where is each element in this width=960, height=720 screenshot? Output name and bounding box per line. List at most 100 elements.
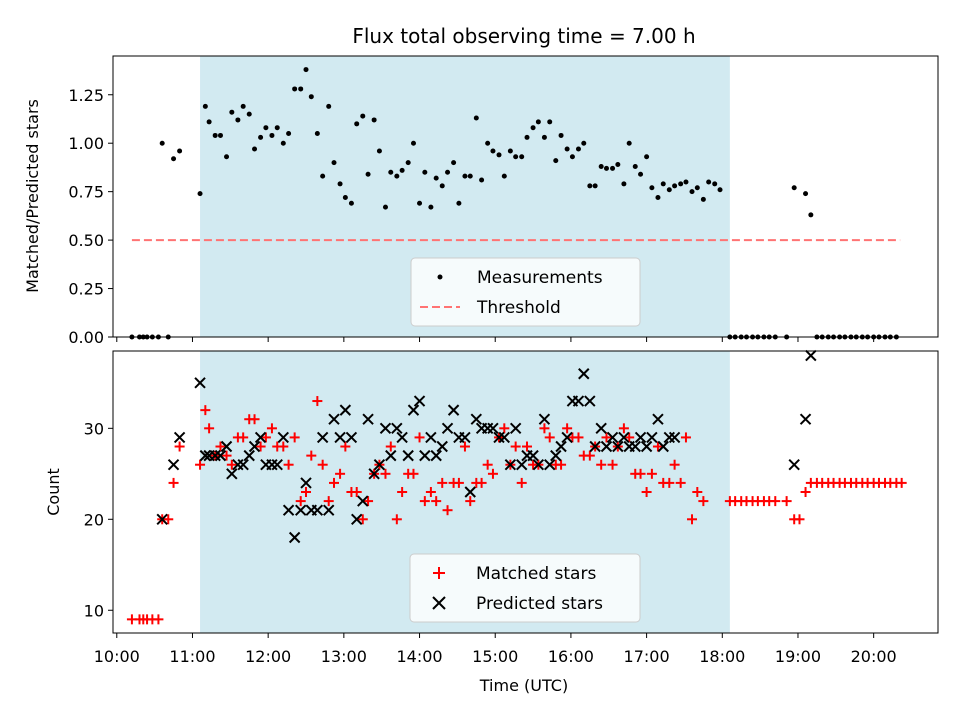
matched-star-point [385, 441, 396, 452]
predicted-star-point [316, 431, 329, 444]
xtick-label: 20:00 [851, 647, 897, 666]
predicted-star-point [629, 440, 641, 453]
bottom-ytick-label: 10 [84, 601, 104, 620]
matched-star-point [459, 441, 470, 452]
measurement-point [314, 131, 320, 137]
matched-star-point [329, 477, 340, 488]
predicted-star-point [584, 395, 596, 407]
top-ytick-label: 1.00 [68, 134, 104, 153]
matched-star-point [335, 468, 346, 479]
predicted-star-point [357, 495, 369, 507]
measurement-point [456, 200, 462, 206]
bottom-ytick-label: 30 [84, 419, 104, 438]
measurement-point [603, 165, 609, 171]
matched-star-point [351, 487, 362, 497]
predicted-star-point [652, 413, 664, 425]
predicted-star-point [504, 459, 517, 471]
matched-star-point [255, 441, 266, 452]
measurement-point [235, 117, 241, 123]
bottom-plot-frame [112, 350, 939, 634]
matched-star-point [641, 487, 652, 497]
top-legend: Measurements Threshold [410, 257, 641, 327]
matched-star-point [215, 441, 226, 452]
predicted-star-point [345, 431, 358, 444]
measurement-point [507, 148, 513, 154]
predicted-star-point [362, 413, 374, 425]
top-y-axis-label: Matched/Predicted stars [23, 99, 42, 293]
matched-star-point [664, 477, 675, 488]
predicted-star-point [167, 459, 180, 471]
matched-star-point [226, 459, 237, 470]
predicted-star-point [282, 504, 295, 516]
matched-star-point [556, 459, 567, 470]
predicted-star-point [419, 449, 431, 462]
predicted-star-point [538, 413, 551, 425]
predicted-star-point [156, 513, 168, 525]
predicted-star-point [430, 449, 442, 462]
matched-star-point [306, 450, 317, 461]
predicted-star-point [527, 449, 539, 462]
measurement-point [485, 140, 491, 146]
predicted-star-point [413, 395, 426, 407]
measurement-point [382, 204, 388, 210]
measurement-point [348, 200, 354, 206]
measurement-point [592, 183, 598, 189]
matched-star-point [200, 405, 211, 416]
predicted-star-point [402, 449, 414, 462]
matched-star-point [289, 432, 300, 443]
measurement-point [354, 121, 360, 127]
measurement-point [197, 191, 203, 197]
predicted-star-point [328, 413, 340, 425]
measurement-point [632, 163, 638, 169]
matched-star-point [437, 477, 448, 488]
xtick-label: 12:00 [245, 647, 291, 666]
predicted-star-point [561, 431, 573, 444]
matched-star-point [408, 468, 419, 479]
predicted-star-point [555, 440, 567, 453]
predicted-star-point [339, 404, 352, 416]
predicted-star-point [618, 431, 630, 444]
matched-star-point [357, 514, 368, 525]
measurement-point [530, 125, 536, 131]
matched-star-point [800, 487, 811, 497]
matched-star-point [573, 432, 584, 443]
measurement-point [610, 165, 616, 171]
predicted-star-point [509, 422, 522, 435]
measurement-point [298, 86, 304, 92]
measurement-point [638, 171, 644, 177]
top-ytick-label: 0.50 [68, 231, 104, 250]
xtick-label: 19:00 [775, 647, 821, 666]
predicted-star-point [640, 440, 653, 453]
predicted-star-point [199, 449, 212, 462]
measurement-point [258, 134, 264, 140]
measurement-point [252, 146, 258, 152]
matched-star-point [260, 432, 271, 443]
measurement-point [376, 148, 382, 154]
matched-star-point [204, 423, 215, 434]
matched-star-point [153, 614, 164, 625]
predicted-star-point [391, 422, 403, 435]
measurement-point [303, 67, 309, 73]
predicted-star-point [606, 431, 619, 444]
matched-star-point [607, 459, 618, 470]
matched-star-point [163, 514, 174, 525]
measurement-point [717, 187, 723, 193]
predicted-star-point [487, 422, 499, 435]
matched-star-point [635, 468, 646, 479]
matched-star-point [301, 487, 312, 497]
measurement-point [342, 194, 348, 200]
measurement-point [365, 171, 371, 177]
measurement-point [547, 119, 553, 125]
predicted-star-point [799, 413, 812, 425]
matched-star-point [278, 441, 289, 452]
measurement-point [445, 169, 451, 175]
matched-star-point [562, 423, 573, 434]
legend-matched-label: Matched stars [476, 564, 596, 584]
matched-star-point [544, 432, 555, 443]
predicted-star-point [612, 440, 624, 453]
matched-star-point [195, 459, 206, 470]
legend-predicted-marker [432, 596, 446, 610]
legend-threshold-label: Threshold [476, 298, 561, 318]
predicted-star-point [243, 449, 255, 462]
predicted-star-point [248, 440, 261, 453]
